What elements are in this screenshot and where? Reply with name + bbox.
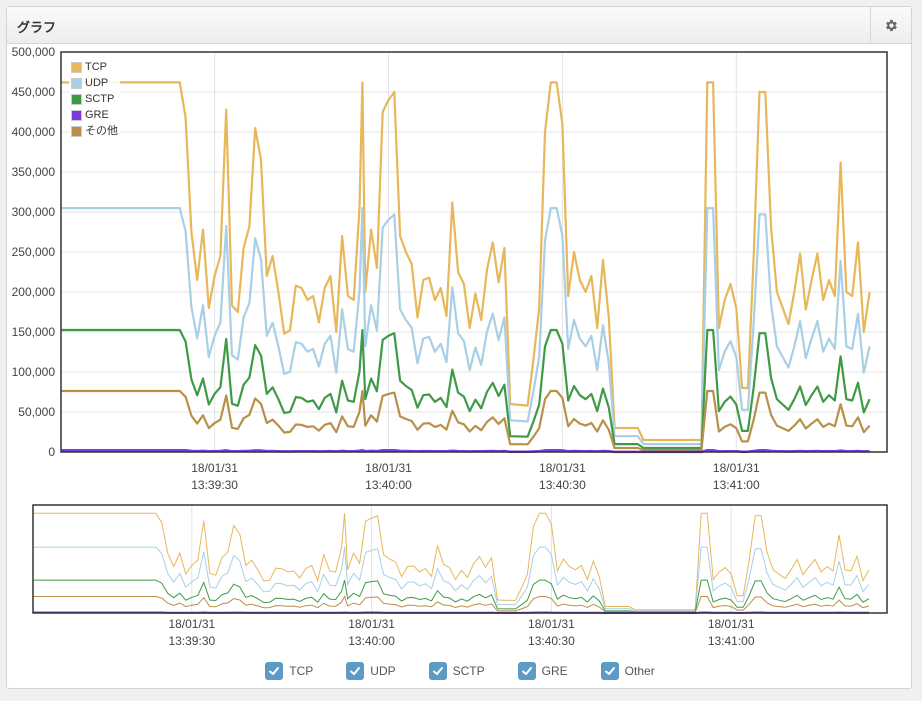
settings-button[interactable]: [870, 7, 911, 43]
x-tick-date: 18/01/31: [365, 461, 412, 475]
y-tick-label: 150,000: [12, 325, 56, 339]
overview-series-line-udp: [33, 546, 870, 612]
toggle-gre[interactable]: GRE: [517, 662, 568, 680]
panel-header: グラフ: [7, 7, 911, 44]
x-tick-date: 18/01/31: [713, 461, 760, 475]
legend-swatch: [71, 109, 82, 121]
legend-item: UDP: [71, 75, 118, 91]
legend-label: TCP: [85, 61, 107, 73]
series-line-other: [61, 389, 871, 452]
series-line-udp: [61, 207, 871, 446]
checkbox[interactable]: [265, 662, 284, 680]
y-tick-label: 350,000: [12, 165, 56, 179]
overview-chart[interactable]: 18/01/31 13:39:30 18/01/31 13:40:00 18/01/31…: [7, 501, 911, 651]
series-line-tcp: [61, 81, 871, 442]
y-tick-label: 200,000: [12, 285, 56, 299]
legend-swatch: [71, 77, 82, 89]
checkbox[interactable]: [600, 662, 619, 680]
check-icon: [521, 667, 532, 675]
legend-swatch: [71, 93, 82, 105]
check-icon: [604, 667, 615, 675]
legend-label: その他: [85, 125, 118, 137]
check-icon: [269, 667, 280, 675]
overview-x-tick-time: 13:41:00: [708, 634, 755, 648]
x-tick-time: 13:41:00: [713, 478, 760, 492]
overview-x-tick-date: 18/01/31: [168, 617, 215, 631]
legend-swatch: [71, 61, 82, 73]
toggle-label: TCP: [289, 664, 314, 678]
y-tick-label: 0: [48, 445, 55, 459]
legend-swatch: [71, 125, 82, 137]
legend-label: SCTP: [85, 93, 115, 105]
checkbox[interactable]: [346, 662, 365, 680]
check-icon: [432, 667, 443, 675]
toggle-sctp[interactable]: SCTP: [428, 662, 485, 680]
legend-label: GRE: [85, 109, 109, 121]
y-tick-label: 400,000: [12, 125, 56, 139]
legend-label: UDP: [85, 77, 109, 89]
panel-title: グラフ: [17, 20, 57, 35]
checkbox[interactable]: [428, 662, 447, 680]
graph-panel: グラフ 0 50,000 100,000 150,000 200,000 250,000 3…: [6, 6, 912, 689]
toggle-label: Other: [624, 664, 655, 678]
toggle-label: SCTP: [452, 664, 485, 678]
overview-x-tick-time: 13:40:30: [528, 634, 575, 648]
overview-series-line-tcp: [33, 512, 870, 611]
toggle-label: GRE: [541, 664, 568, 678]
toggle-label: UDP: [370, 664, 396, 678]
y-tick-label: 50,000: [18, 405, 55, 419]
x-tick-time: 13:39:30: [191, 478, 238, 492]
toggle-udp[interactable]: UDP: [346, 662, 396, 680]
x-tick-time: 13:40:30: [539, 478, 586, 492]
x-tick-date: 18/01/31: [539, 461, 586, 475]
overview-series-line-sctp: [33, 579, 870, 613]
legend-item: GRE: [71, 107, 118, 123]
legend-item: その他: [71, 123, 118, 139]
y-tick-label: 250,000: [12, 245, 56, 259]
legend-item: TCP: [71, 59, 118, 75]
overview-plot-border: [32, 504, 888, 614]
x-tick-date: 18/01/31: [191, 461, 238, 475]
overview-x-tick-date: 18/01/31: [528, 617, 575, 631]
overview-x-tick-time: 13:39:30: [168, 634, 215, 648]
checkbox[interactable]: [517, 662, 536, 680]
overview-series-line-other: [33, 595, 870, 613]
main-chart[interactable]: 0 50,000 100,000 150,000 200,000 250,000 300,0…: [7, 47, 911, 499]
series-toggles: TCP UDP SCTP GRE Other: [7, 659, 913, 683]
gear-icon: [885, 19, 897, 31]
plot-border: [60, 51, 888, 453]
legend-item: SCTP: [71, 91, 118, 107]
chart-legend: TCP UDP SCTP GRE その他: [69, 58, 120, 140]
overview-x-tick-date: 18/01/31: [348, 617, 395, 631]
toggle-other[interactable]: Other: [600, 662, 655, 680]
y-tick-label: 500,000: [12, 47, 56, 59]
x-tick-time: 13:40:00: [365, 478, 412, 492]
overview-x-tick-date: 18/01/31: [708, 617, 755, 631]
toggle-tcp[interactable]: TCP: [265, 662, 313, 680]
series-line-sctp: [61, 328, 871, 450]
y-tick-label: 100,000: [12, 365, 56, 379]
check-icon: [350, 667, 361, 675]
y-tick-label: 300,000: [12, 205, 56, 219]
y-tick-label: 450,000: [12, 85, 56, 99]
overview-x-tick-time: 13:40:00: [348, 634, 395, 648]
